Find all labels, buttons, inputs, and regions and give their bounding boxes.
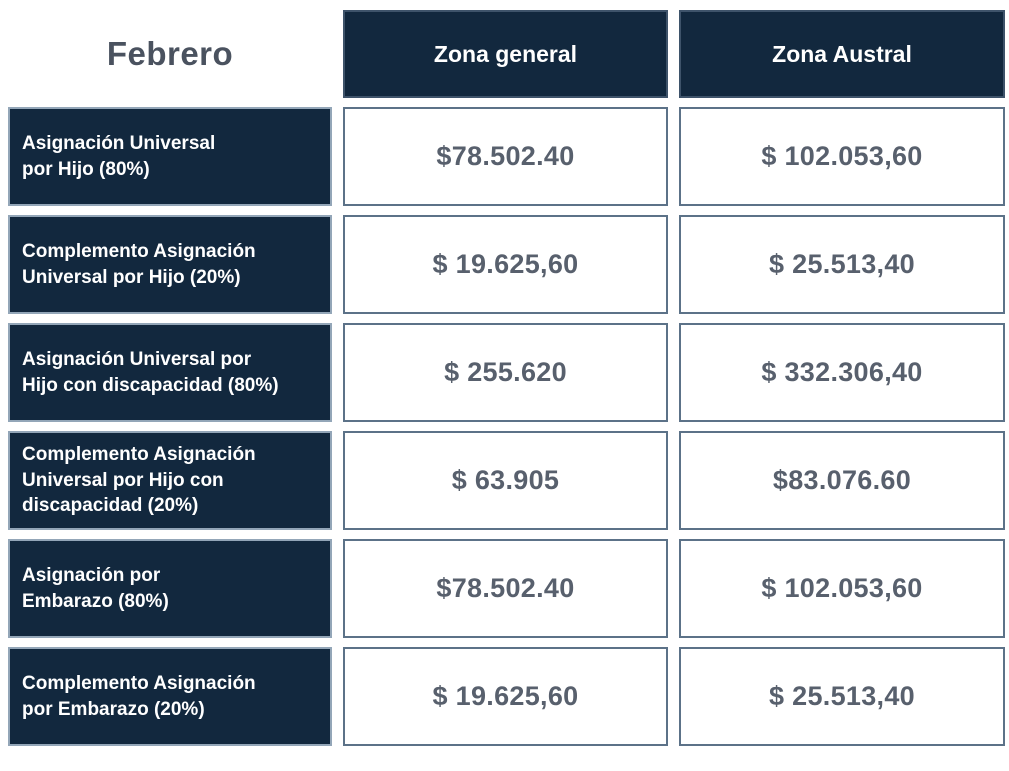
value-embarazo-80-austral: $ 102.053,60	[679, 539, 1005, 638]
value-complemento-embarazo-20-general: $ 19.625,60	[343, 647, 668, 746]
value-auh-80-austral: $ 102.053,60	[679, 107, 1005, 206]
value-auh-discapacidad-80-general: $ 255.620	[343, 323, 668, 422]
value-complemento-auh-20-general: $ 19.625,60	[343, 215, 668, 314]
value-auh-80-general: $78.502.40	[343, 107, 668, 206]
value-complemento-auh-20-austral: $ 25.513,40	[679, 215, 1005, 314]
value-embarazo-80-general: $78.502.40	[343, 539, 668, 638]
month-title: Febrero	[106, 35, 234, 72]
row-label-complemento-embarazo-20: Complemento Asignación por Embarazo (20%…	[8, 647, 332, 746]
value-complemento-embarazo-20-austral: $ 25.513,40	[679, 647, 1005, 746]
column-header-zona-austral: Zona Austral	[679, 10, 1005, 98]
row-label-auh-80: Asignación Universal por Hijo (80%)	[8, 107, 332, 206]
value-complemento-auh-discapacidad-20-general: $ 63.905	[343, 431, 668, 530]
value-complemento-auh-discapacidad-20-austral: $83.076.60	[679, 431, 1005, 530]
row-label-complemento-auh-discapacidad-20: Complemento Asignación Universal por Hij…	[8, 431, 332, 530]
table-grid: Febrero Zona general Zona Austral Asigna…	[8, 10, 1005, 746]
value-auh-discapacidad-80-austral: $ 332.306,40	[679, 323, 1005, 422]
row-label-complemento-auh-20: Complemento Asignación Universal por Hij…	[8, 215, 332, 314]
column-header-zona-general: Zona general	[343, 10, 668, 98]
row-label-auh-discapacidad-80: Asignación Universal por Hijo con discap…	[8, 323, 332, 422]
row-label-embarazo-80: Asignación por Embarazo (80%)	[8, 539, 332, 638]
